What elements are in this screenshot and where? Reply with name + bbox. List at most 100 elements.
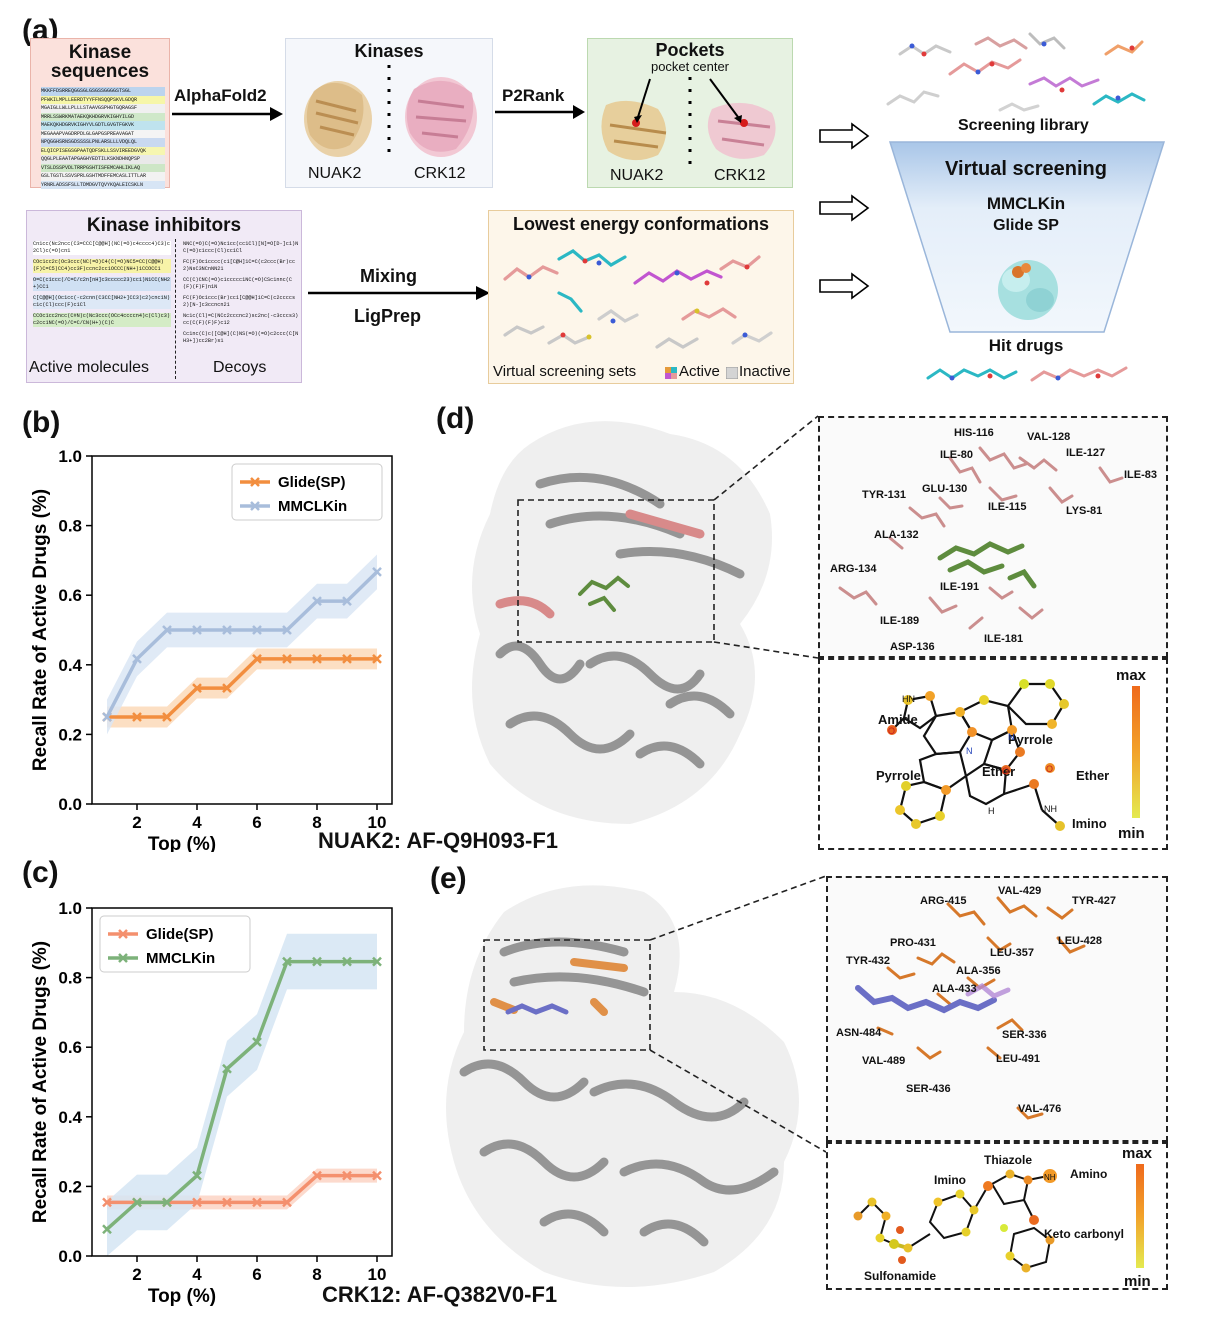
sequence-line: NPQGGHSRNSGDSSSSLPNLARSLLLVDQLQL (41, 138, 165, 147)
residue-tyr-432: TYR-432 (846, 955, 890, 967)
sequence-line: ELQICPISEGSGPAATQDFSKLLSSVIREEDGVQK (41, 146, 165, 155)
sequence-line: MAEKQKHDGRVKIGHYVLGDTLGVGTFGKVK (41, 121, 165, 130)
pocket-structures (601, 77, 776, 167)
residue-ile-181: ILE-181 (984, 633, 1023, 645)
label-sulfonamide: Sulfonamide (864, 1269, 936, 1283)
legend-inactive-label: Inactive (739, 363, 791, 380)
data-point (102, 712, 112, 722)
residue-ile-115: ILE-115 (988, 501, 1027, 513)
data-point (342, 1170, 352, 1181)
atom-nh-e: NH (1044, 1173, 1056, 1182)
data-point (372, 567, 382, 577)
y-tick-label: 0.2 (58, 1177, 82, 1196)
residue-ile-80: ILE-80 (940, 449, 973, 461)
hit-protein-surface (998, 260, 1058, 320)
data-point (282, 956, 292, 967)
x-tick-label: 4 (192, 1265, 202, 1284)
data-point (102, 1224, 112, 1235)
hit-drugs-molecules (926, 366, 1128, 382)
x-tick-label: 6 (252, 813, 261, 832)
legend-marker (118, 929, 128, 939)
nuak2-caption: NUAK2: AF-Q9H093-F1 (318, 828, 559, 853)
mixing-label: Mixing (360, 266, 417, 286)
kinase-sequences-title-2: sequences (50, 61, 150, 82)
residue-ala-132: ALA-132 (874, 529, 919, 541)
residue-ala-356: ALA-356 (956, 965, 1001, 977)
x-tick-label: 8 (312, 1265, 321, 1284)
confidence-band (107, 933, 377, 1256)
residue-ile-127: ILE-127 (1066, 447, 1105, 459)
importance-colorbar-d (1132, 686, 1140, 818)
crk12-structure (405, 77, 477, 157)
x-tick-label: 4 (192, 813, 202, 832)
data-point (312, 596, 322, 606)
nuak2-ligand-importance-inset: Amide Pyrrole Pyrrole Ether Ether Imino … (818, 658, 1168, 850)
funnel-method2: Glide SP (993, 217, 1059, 234)
x-tick-label: 10 (368, 1265, 387, 1284)
x-axis-label: Top (%) (148, 834, 216, 852)
data-point (162, 712, 172, 722)
ligprep-label: LigPrep (354, 306, 422, 326)
atom-nh: NH (1044, 804, 1057, 814)
residue-tyr-131: TYR-131 (862, 489, 906, 501)
residue-leu-428: LEU-428 (1058, 935, 1102, 947)
y-tick-label: 0.8 (58, 517, 82, 536)
crk12-caption: CRK12: AF-Q382V0-F1 (322, 1282, 558, 1307)
decoy-smiles-entry: FC(F)Oc1ccc(Br)cc1[C@@H]1C=C(c2ccccs2)[N… (183, 295, 296, 308)
data-point (252, 625, 262, 635)
panel-d-connector-lines (713, 415, 819, 659)
residue-ile-83: ILE-83 (1124, 469, 1157, 481)
data-point (132, 654, 142, 664)
residue-tyr-427: TYR-427 (1072, 895, 1116, 907)
sequence-line: PFWKILMPLLEERDTYYFFNSQQPSKVLGDQR (41, 95, 165, 104)
sequence-line: QQGLPLEAATAPGAGHYEDTILKSKNDHNQPSP (41, 155, 165, 164)
hit-drugs-label: Hit drugs (988, 336, 1064, 355)
decoy-smiles-entry: CC(C)CNC(=O)c1ccccc1NC(=O)CSc1nnc(C(F)(F… (183, 277, 292, 290)
sequence-list: MKKFFDSRREQGGSGLGSGSSGGGGSTSGL PFWKILMPLL… (41, 87, 165, 189)
legend-inactive-swatch (726, 367, 738, 379)
data-point (372, 956, 382, 967)
nuak2-ligand-svg: Amide Pyrrole Pyrrole Ether Ether Imino … (876, 667, 1147, 842)
data-point (192, 1170, 202, 1181)
screening-library-label: Screening library (958, 117, 1089, 134)
residue-asp-136: ASP-136 (890, 641, 935, 653)
y-tick-label: 0.0 (58, 1247, 82, 1266)
kinase-sequences-box: Kinase sequences MKKFFDSRREQGGSGLGSGSSGG… (30, 38, 170, 189)
label-keto-carbonyl: Keto carbonyl (1044, 1227, 1124, 1241)
scale-min-d: min (1118, 825, 1145, 842)
sequence-line: MEGAAAPVAGDRPDLGLGAPGSPREAVAGAT (41, 129, 165, 138)
legend-marker (250, 477, 260, 487)
data-point (162, 625, 172, 635)
residue-val-429: VAL-429 (998, 885, 1041, 897)
funnel-method1: MMCLKin (986, 194, 1066, 213)
legend-label: MMCLKin (278, 498, 347, 515)
active-smiles-list: Cn1cc(Nc2ncc(C3=CCC[C@@H](NC(=O)c4cccc4)… (33, 241, 171, 331)
data-point (222, 1063, 232, 1074)
y-axis-label: Recall Rate of Active Drugs (%) (30, 941, 51, 1223)
decoy-smiles-entry: FC(F)Oc1cccc(c1[C@H]1C=C(c2ccc(Br)cc2)Ns… (183, 259, 296, 272)
residue-val-476: VAL-476 (1018, 1103, 1061, 1115)
atom-o-amide: O (888, 726, 895, 736)
y-tick-label: 0.2 (58, 725, 82, 744)
data-point (192, 683, 202, 693)
legend-label: Glide(SP) (146, 926, 214, 943)
kinases-box: Kinases NUAK2 CRK12 (285, 38, 493, 188)
data-point (252, 654, 262, 664)
pockets-box: Pockets pocket center NUAK2 CRK12 (587, 38, 793, 188)
atom-n-left: N (966, 746, 973, 756)
pockets-subtitle: pocket center (650, 59, 730, 74)
sequence-line: VTSLDSSPVDLTRRPGSHTISFEMCAHLIKLAQ (41, 163, 165, 172)
atom-hn: HN (902, 694, 915, 704)
data-point (372, 1170, 382, 1181)
residue-glu-130: GLU-130 (922, 483, 967, 495)
legend-marker (250, 501, 260, 511)
residue-asn-484: ASN-484 (836, 1027, 882, 1039)
decoy-smiles-entry: NNC(=O)C(=O)Nc1cc(cc1Cl)[N]=O[D-]c1)NC(=… (183, 241, 299, 254)
active-smiles-entry: C[C@@H](Oc1cc(-c2cnn(C3CC[NH2+]CC3)c2)cn… (33, 295, 171, 309)
lowest-energy-box: Lowest energy conformations Virtual scre… (488, 210, 794, 384)
panel-e-letter: (e) (430, 862, 467, 895)
residue-lys-81: LYS-81 (1066, 505, 1102, 517)
label-ether-center: Ether (982, 764, 1015, 779)
data-point (252, 1197, 262, 1208)
pockets-right-label: CRK12 (714, 167, 766, 184)
